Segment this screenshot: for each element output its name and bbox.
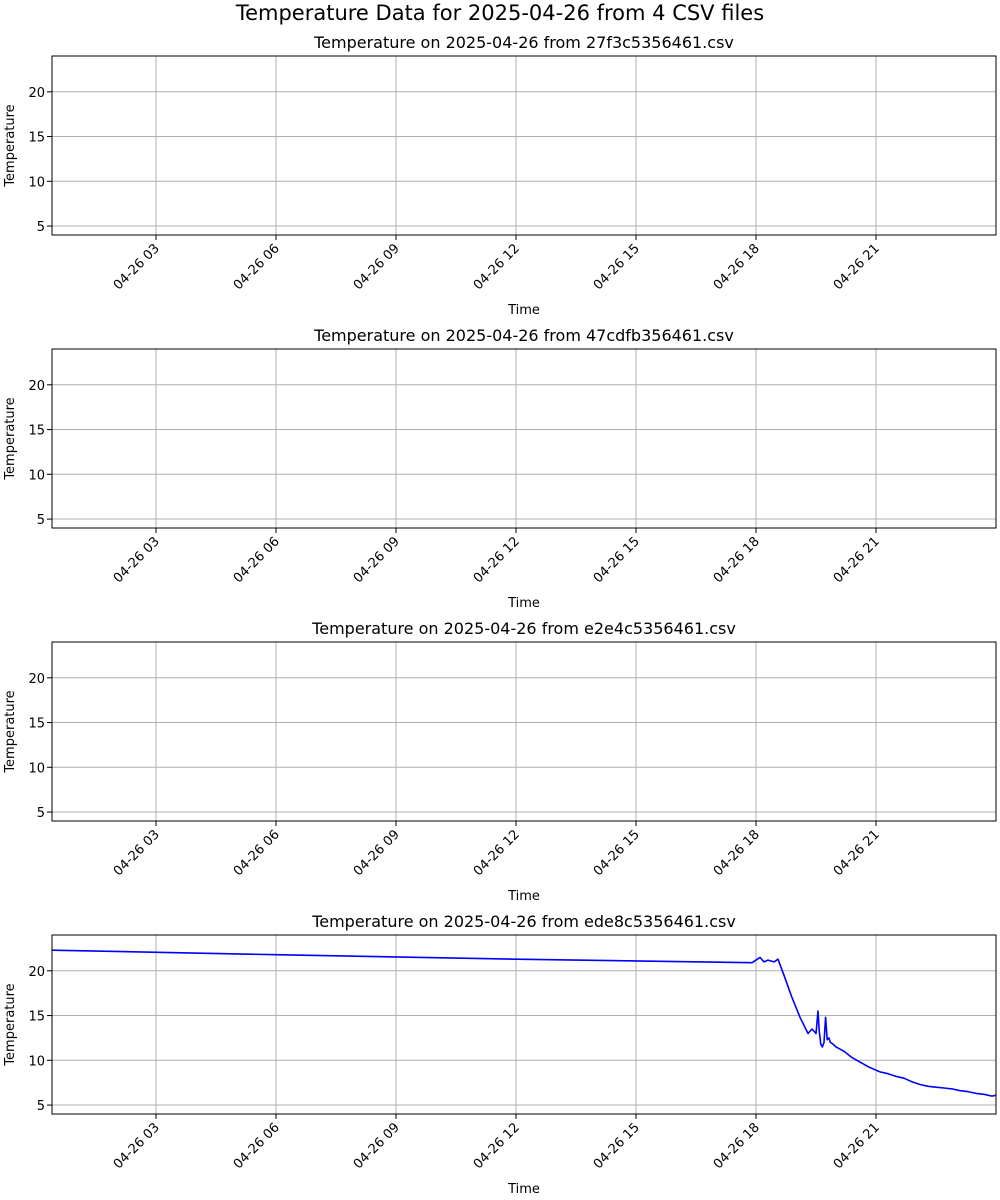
subplot-4: 04-26 03 04-26 06 04-26 09 04-26 12 04-26 15…: [3, 912, 997, 1197]
x-axis-label: Time: [507, 596, 540, 611]
series-line-1: [51, 949, 997, 1097]
y-tick-label: 20: [28, 86, 45, 101]
subplot-2: 04-26 03 04-26 06 04-26 09 04-26 12 04-26 15…: [3, 326, 997, 611]
plot-area: [52, 642, 996, 821]
plot-area: [52, 935, 996, 1114]
x-tick-label: 04-26 15: [591, 241, 643, 293]
y-tick-label: 10: [28, 175, 45, 190]
x-tick-label: 04-26 18: [711, 1120, 763, 1172]
x-tick-label: 04-26 15: [591, 534, 643, 586]
y-tick-label: 10: [28, 468, 45, 483]
y-tick-label: 5: [37, 220, 45, 235]
x-tick-label: 04-26 15: [591, 1120, 643, 1172]
subplot-title: Temperature on 2025-04-26 from e2e4c5356…: [311, 619, 736, 638]
y-tick-label: 10: [28, 761, 45, 776]
x-axis-label: Time: [507, 889, 540, 904]
x-tick-label: 04-26 03: [111, 1120, 163, 1172]
x-tick-label: 04-26 03: [111, 241, 163, 293]
y-tick-label: 15: [28, 131, 45, 146]
x-tick-label: 04-26 18: [711, 534, 763, 586]
x-tick-label: 04-26 18: [711, 241, 763, 293]
subplot-title: Temperature on 2025-04-26 from 27f3c5356…: [313, 33, 734, 52]
x-tick-label: 04-26 03: [111, 534, 163, 586]
x-axis-label: Time: [507, 1182, 540, 1197]
subplot-title: Temperature on 2025-04-26 from 47cdfb356…: [313, 326, 734, 345]
subplot-title: Temperature on 2025-04-26 from ede8c5356…: [311, 912, 736, 931]
x-tick-label: 04-26 12: [471, 827, 523, 879]
figure-title: Temperature Data for 2025-04-26 from 4 C…: [235, 1, 764, 25]
x-tick-label: 04-26 21: [831, 241, 883, 293]
x-tick-label: 04-26 18: [711, 827, 763, 879]
y-tick-label: 15: [28, 424, 45, 439]
y-axis-label: Temperature: [3, 690, 18, 773]
x-tick-label: 04-26 09: [351, 1120, 403, 1172]
axes-frame: [51, 934, 997, 1115]
x-tick-label: 04-26 06: [231, 1120, 283, 1172]
x-tick-label: 04-26 21: [831, 827, 883, 879]
y-tick-label: 20: [28, 965, 45, 980]
x-tick-label: 04-26 06: [231, 827, 283, 879]
x-tick-label: 04-26 12: [471, 241, 523, 293]
plot-area: [52, 349, 996, 528]
x-tick-label: 04-26 15: [591, 827, 643, 879]
subplot-1: 04-26 03 04-26 06 04-26 09 04-26 12 04-26 15…: [3, 33, 997, 318]
axes-frame: [51, 641, 997, 822]
x-tick-label: 04-26 21: [831, 1120, 883, 1172]
y-axis-label: Temperature: [3, 397, 18, 480]
y-tick-label: 20: [28, 379, 45, 394]
y-tick-label: 5: [37, 513, 45, 528]
x-tick-label: 04-26 06: [231, 241, 283, 293]
y-tick-label: 10: [28, 1054, 45, 1069]
y-tick-label: 5: [37, 806, 45, 821]
x-tick-label: 04-26 09: [351, 534, 403, 586]
y-tick-label: 5: [37, 1099, 45, 1114]
y-axis-label: Temperature: [3, 983, 18, 1066]
axes-frame: [51, 55, 997, 236]
x-tick-label: 04-26 12: [471, 534, 523, 586]
x-tick-label: 04-26 09: [351, 241, 403, 293]
x-axis-label: Time: [507, 303, 540, 318]
axes-frame: [51, 348, 997, 529]
x-tick-label: 04-26 12: [471, 1120, 523, 1172]
y-tick-label: 15: [28, 717, 45, 732]
y-axis-label: Temperature: [3, 104, 18, 187]
y-tick-label: 20: [28, 672, 45, 687]
x-tick-label: 04-26 09: [351, 827, 403, 879]
y-tick-label: 15: [28, 1010, 45, 1025]
x-tick-label: 04-26 06: [231, 534, 283, 586]
x-tick-label: 04-26 03: [111, 827, 163, 879]
plot-area: [52, 56, 996, 235]
subplot-3: 04-26 03 04-26 06 04-26 09 04-26 12 04-26 15…: [3, 619, 997, 904]
x-tick-label: 04-26 21: [831, 534, 883, 586]
